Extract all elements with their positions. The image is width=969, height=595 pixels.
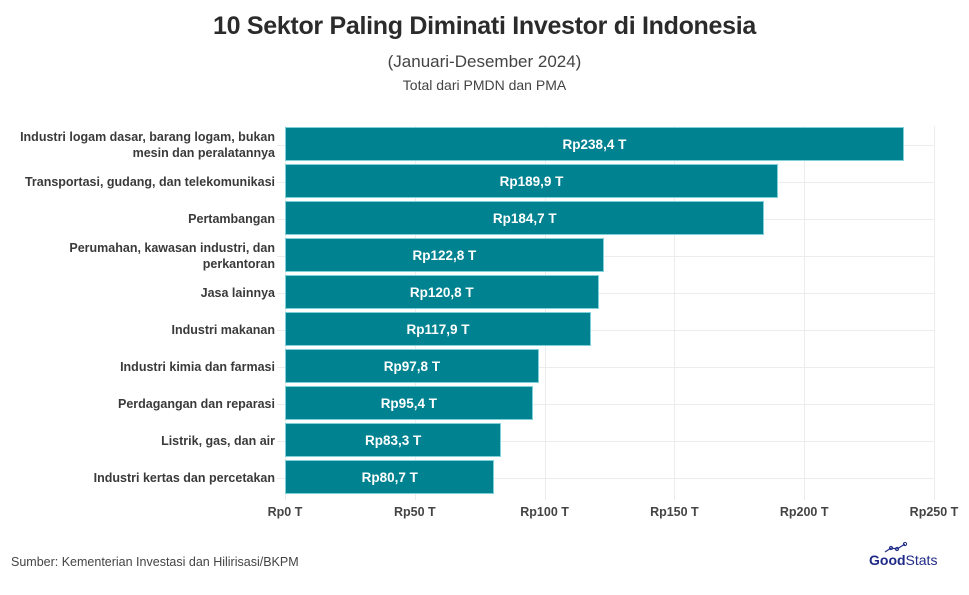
x-tick-label: Rp50 T (393, 505, 436, 519)
vertical-gridline (674, 126, 676, 500)
bar: Rp83,3 T (285, 423, 502, 457)
horizontal-gridline (277, 292, 934, 294)
bar: Rp80,7 T (285, 460, 495, 494)
logo-stats-text: Stats (905, 552, 938, 568)
bar-value-label: Rp120,8 T (409, 284, 474, 300)
category-label: Industri kimia dan farmasi (120, 359, 275, 374)
bar: Rp184,7 T (285, 201, 765, 235)
bar: Rp95,4 T (285, 386, 533, 420)
category-label: Transportasi, gudang, dan telekomunikasi (24, 174, 275, 189)
bar-value-label: Rp117,9 T (406, 321, 470, 337)
category-label: Listrik, gas, dan air (161, 433, 275, 448)
source-note: Sumber: Kementerian Investasi dan Hiliri… (11, 555, 299, 569)
category-label: Pertambangan (188, 211, 275, 226)
vertical-gridline (934, 126, 935, 500)
chart-subtitle-secondary: Total dari PMDN dan PMA (402, 77, 567, 93)
chart-title: 10 Sektor Paling Diminati Investor di In… (213, 12, 756, 40)
vertical-gridline (804, 126, 806, 500)
x-tick-label: Rp200 T (779, 505, 829, 519)
category-label: Jasa lainnya (200, 285, 275, 300)
category-label: Industri kertas dan percetakan (93, 470, 275, 485)
horizontal-gridline (277, 255, 934, 257)
category-label: Perumahan, kawasan industri, dan perkant… (69, 240, 275, 271)
bar-value-label: Rp238,4 T (562, 136, 627, 152)
bar-value-label: Rp184,7 T (492, 210, 557, 226)
horizontal-gridline (277, 440, 934, 442)
horizontal-gridline (277, 366, 934, 368)
bar-value-label: Rp189,9 T (499, 173, 564, 189)
bar-value-label: Rp83,3 T (364, 432, 422, 448)
horizontal-gridline (277, 477, 934, 479)
logo-good-text: Good (869, 552, 906, 568)
category-label: Industri logam dasar, barang logam, buka… (20, 129, 275, 160)
chart-subtitle: (Januari-Desember 2024) (387, 52, 582, 71)
bar: Rp120,8 T (285, 275, 599, 309)
bar: Rp189,9 T (285, 164, 778, 198)
horizontal-gridline (277, 329, 934, 331)
trend-line-icon (884, 542, 908, 553)
bar: Rp122,8 T (285, 238, 604, 272)
bar: Rp238,4 T (285, 127, 904, 161)
category-label: Perdagangan dan reparasi (117, 396, 275, 411)
goodstats-logo: GoodStats (869, 542, 938, 568)
horizontal-gridline (277, 403, 934, 405)
x-tick-label: Rp0 T (267, 505, 303, 519)
category-label: Industri makanan (171, 322, 276, 337)
bar-value-label: Rp122,8 T (412, 247, 477, 263)
x-tick-label: Rp150 T (650, 505, 699, 519)
x-tick-label: Rp100 T (520, 505, 569, 519)
x-tick-label: Rp250 T (909, 505, 959, 519)
bar: Rp97,8 T (285, 349, 539, 383)
bar-value-label: Rp95,4 T (380, 395, 437, 411)
bar-value-label: Rp97,8 T (383, 358, 441, 374)
plot-area: Rp238,4 T Rp189,9 T Rp184,7 T Rp122,8 T Rp12… (277, 126, 935, 500)
bar: Rp117,9 T (285, 312, 592, 346)
bar-value-label: Rp80,7 T (361, 469, 418, 485)
